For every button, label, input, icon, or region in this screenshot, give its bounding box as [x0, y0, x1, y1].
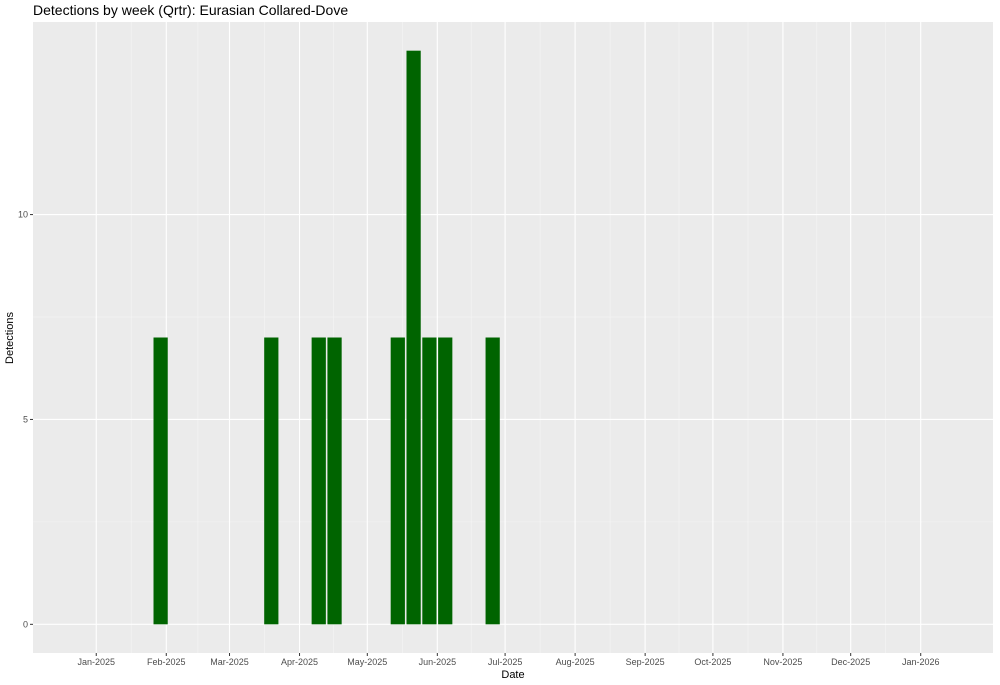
y-axis-title: Detections [4, 312, 16, 364]
x-tick-label: Sep-2025 [626, 657, 665, 667]
bar [264, 337, 279, 625]
y-axis: 0 5 10 [18, 210, 33, 629]
x-axis-title: Date [501, 669, 524, 681]
bar [311, 337, 326, 625]
x-tick-label: Mar-2025 [210, 657, 249, 667]
bar [390, 337, 405, 625]
x-tick-label: Feb-2025 [147, 657, 186, 667]
x-tick-label: Nov-2025 [763, 657, 802, 667]
x-tick-label: May-2025 [347, 657, 387, 667]
x-tick-label: Jun-2025 [419, 657, 457, 667]
x-tick-label: Jan-2025 [77, 657, 115, 667]
x-tick-label: Jul-2025 [488, 657, 523, 667]
y-tick-label: 5 [23, 414, 28, 424]
y-tick-label: 0 [23, 619, 28, 629]
bar [153, 337, 168, 625]
y-tick-label: 10 [18, 210, 28, 220]
x-tick-label: Apr-2025 [281, 657, 318, 667]
bar [406, 50, 421, 625]
bars [153, 50, 500, 625]
bar [438, 337, 453, 625]
major-gridlines [33, 22, 993, 653]
bar [485, 337, 500, 625]
x-tick-label: Aug-2025 [556, 657, 595, 667]
plot-panel [33, 22, 993, 653]
x-axis: Jan-2025 Feb-2025 Mar-2025 Apr-2025 May-2025… [77, 653, 939, 667]
chart-title: Detections by week (Qrtr): Eurasian Coll… [33, 2, 348, 18]
x-tick-label: Jan-2026 [902, 657, 940, 667]
x-tick-label: Oct-2025 [694, 657, 731, 667]
x-tick-label: Dec-2025 [831, 657, 870, 667]
bar [422, 337, 437, 625]
bar [327, 337, 342, 625]
